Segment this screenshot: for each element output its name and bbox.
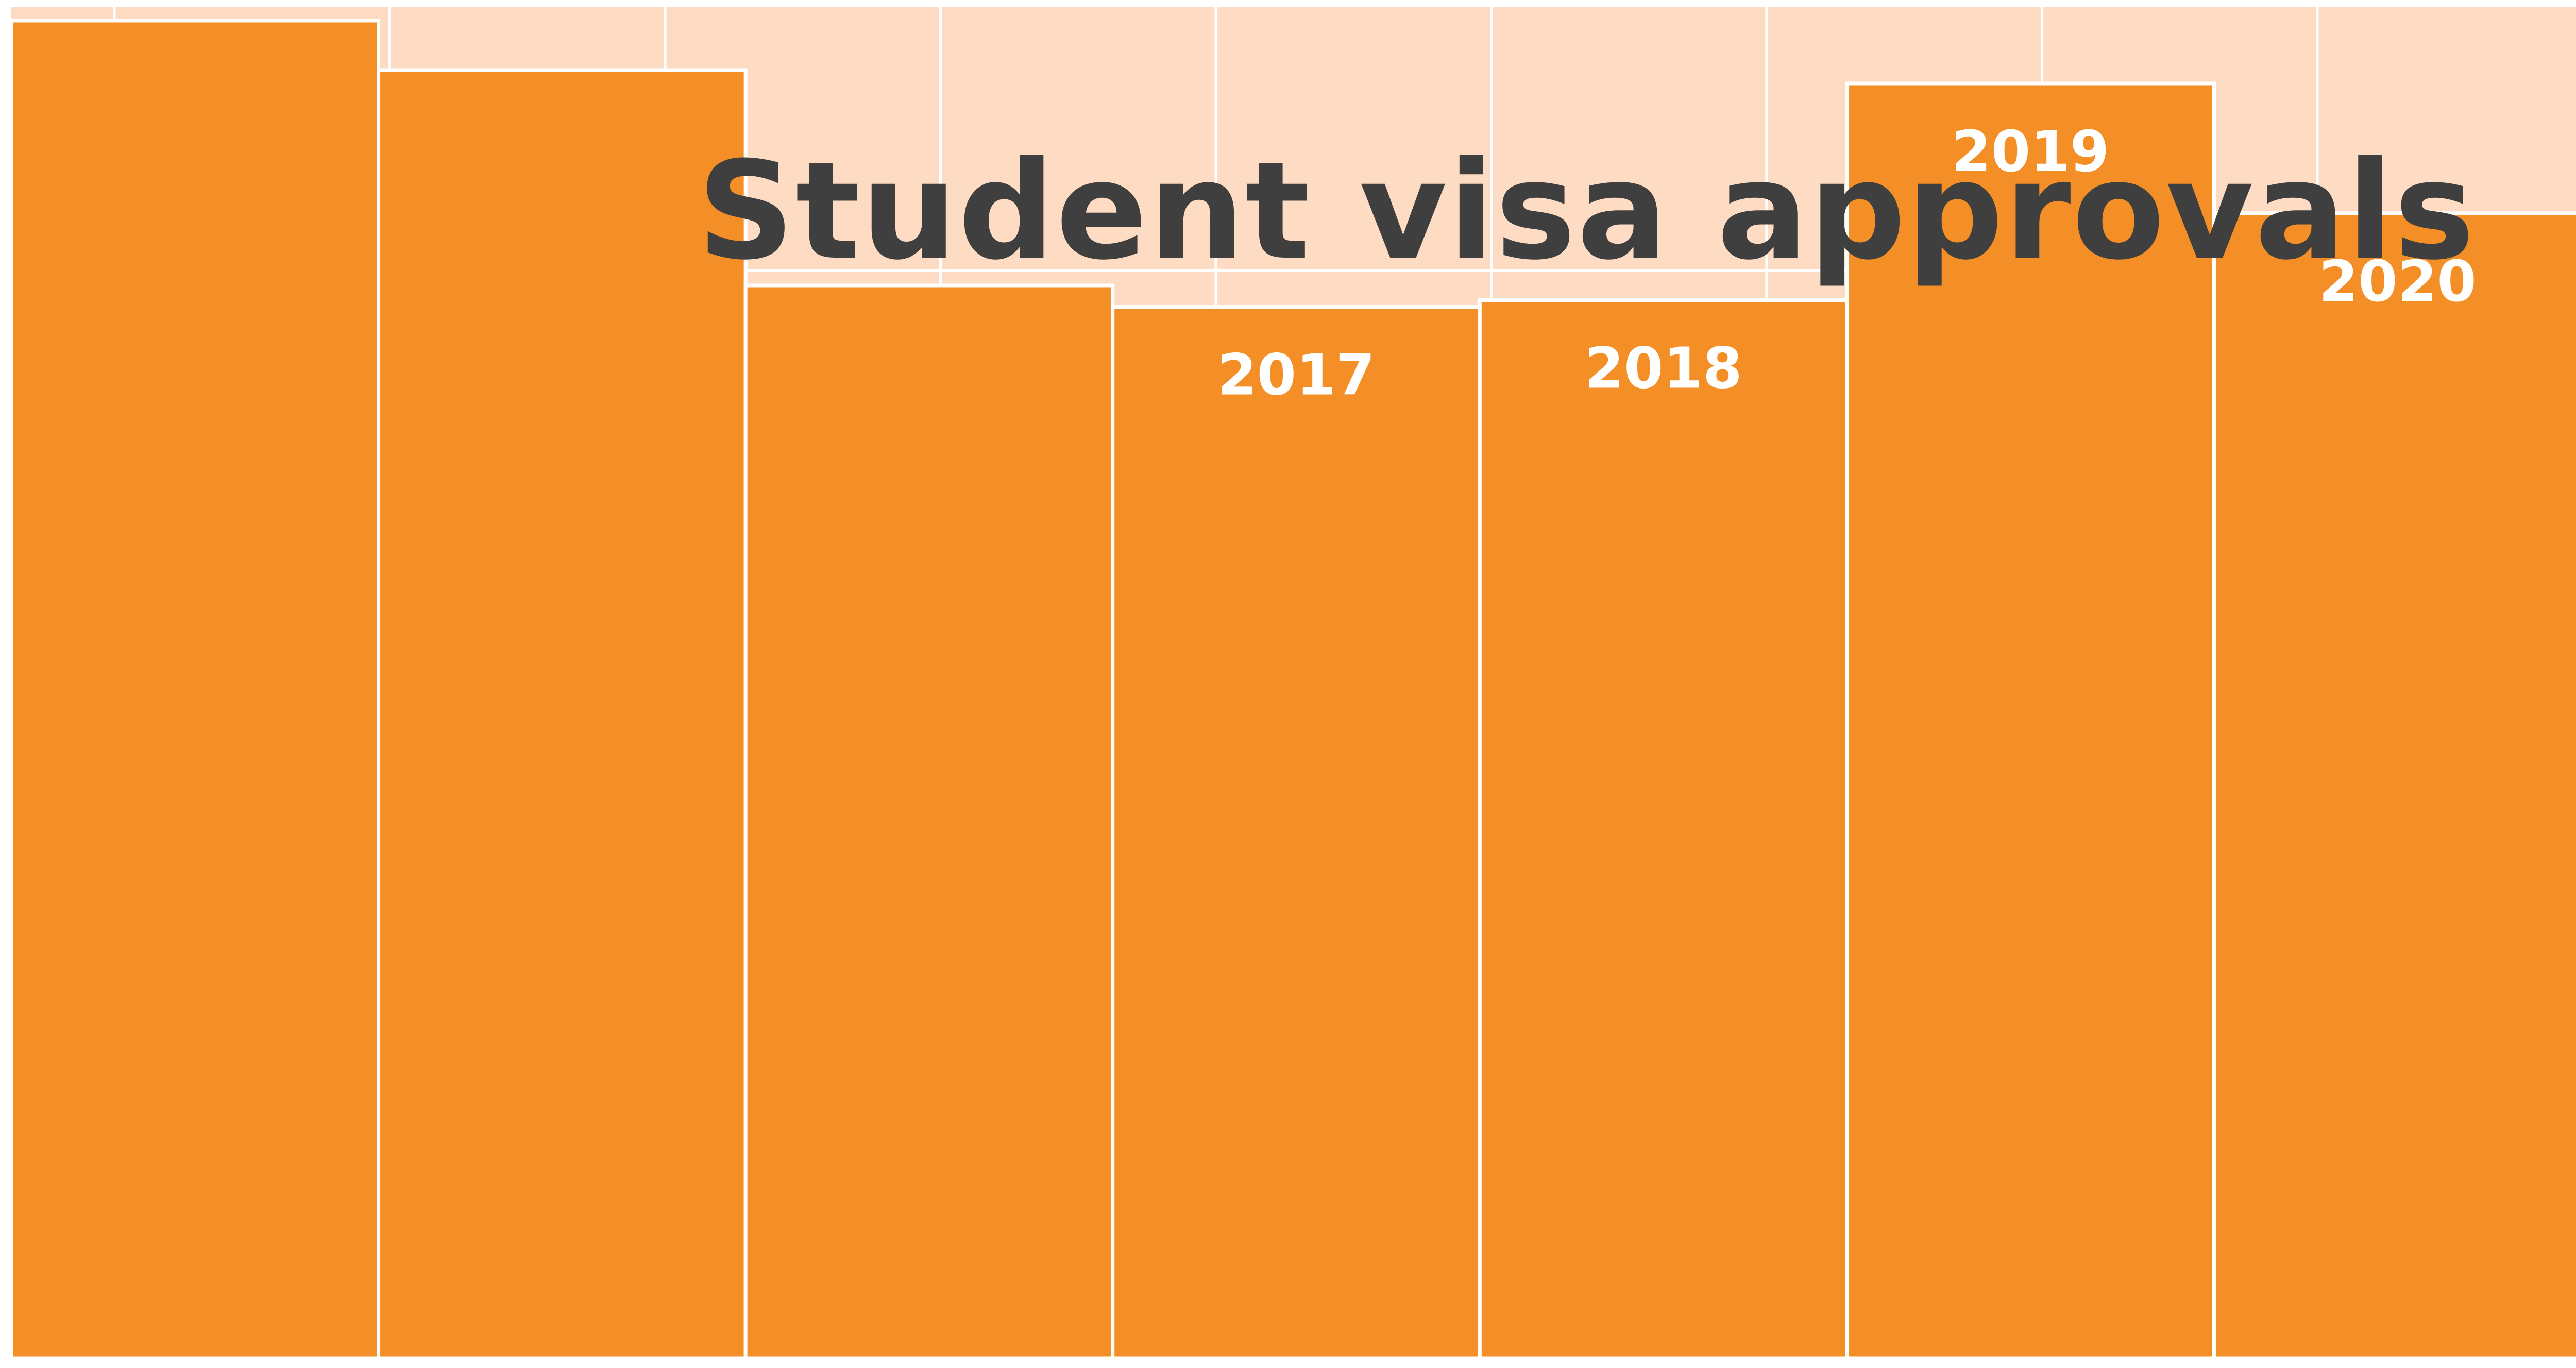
bar-label-5: 2019 <box>1952 119 2109 184</box>
bar-series <box>9 19 2576 1360</box>
bar-1 <box>377 68 748 1360</box>
chart-title: Student visa approvals <box>697 132 2476 290</box>
bar-label-4: 2018 <box>1584 335 1742 401</box>
bar-label-6: 2020 <box>2319 248 2477 314</box>
bar-3 <box>1111 305 1482 1360</box>
bar-2 <box>743 283 1115 1360</box>
bar-4 <box>1478 298 1849 1360</box>
bar-labels: 2017 2018 2019 2020 <box>1217 119 2477 408</box>
bar-6 <box>2212 211 2576 1360</box>
bar-5 <box>1845 81 2216 1360</box>
bar-0 <box>9 19 381 1360</box>
bar-label-3: 2017 <box>1217 342 1375 408</box>
